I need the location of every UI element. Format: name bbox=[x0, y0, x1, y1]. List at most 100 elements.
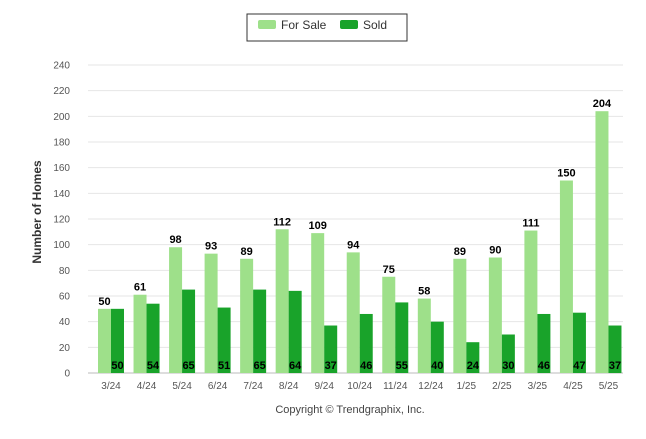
y-tick-label: 140 bbox=[53, 189, 70, 200]
bar-for-sale bbox=[169, 247, 183, 373]
y-axis-label: Number of Homes bbox=[30, 160, 44, 264]
y-axis-ticks: 0 20 40 60 80 100 120 140 160 180 200 220 240 bbox=[53, 61, 70, 380]
y-tick-label: 20 bbox=[59, 343, 71, 354]
data-label-sold: 37 bbox=[609, 360, 621, 372]
bar-for-sale bbox=[275, 229, 289, 373]
bar-for-sale bbox=[133, 294, 147, 373]
data-label-sold: 54 bbox=[147, 360, 160, 372]
x-tick-label: 12/24 bbox=[418, 381, 443, 392]
data-label-sold: 37 bbox=[325, 360, 337, 372]
data-label-sold: 65 bbox=[182, 360, 194, 372]
bar-sold bbox=[182, 289, 196, 373]
y-tick-label: 160 bbox=[53, 163, 70, 174]
bar-sold bbox=[359, 313, 373, 373]
x-tick-label: 8/24 bbox=[279, 381, 299, 392]
bar-for-sale bbox=[417, 298, 431, 373]
x-tick-label: 3/25 bbox=[528, 381, 548, 392]
data-label-sold: 46 bbox=[360, 360, 372, 372]
x-tick-label: 1/25 bbox=[457, 381, 477, 392]
bar-sold bbox=[146, 303, 160, 373]
bar-sold bbox=[430, 321, 444, 373]
y-tick-label: 220 bbox=[53, 86, 70, 97]
bar-sold bbox=[288, 290, 302, 373]
bar-for-sale bbox=[524, 230, 538, 373]
bar-sold bbox=[501, 334, 515, 373]
copyright-text: Copyright © Trendgraphix, Inc. bbox=[275, 404, 424, 416]
y-tick-label: 80 bbox=[59, 266, 71, 277]
x-tick-label: 4/24 bbox=[137, 381, 157, 392]
data-label-sold: 51 bbox=[218, 360, 230, 372]
data-label-sold: 30 bbox=[502, 360, 514, 372]
bar-sold bbox=[466, 342, 480, 373]
data-label-for-sale: 75 bbox=[383, 264, 395, 276]
bar-for-sale bbox=[346, 252, 360, 373]
x-tick-label: 3/24 bbox=[101, 381, 121, 392]
data-label-sold: 24 bbox=[467, 360, 480, 372]
bar-for-sale bbox=[595, 111, 609, 373]
x-tick-label: 9/24 bbox=[314, 381, 334, 392]
bar-for-sale bbox=[204, 253, 218, 373]
data-label-for-sale: 98 bbox=[169, 234, 181, 246]
data-label-for-sale: 61 bbox=[134, 282, 146, 294]
x-tick-label: 5/25 bbox=[599, 381, 619, 392]
bar-for-sale bbox=[453, 258, 467, 373]
legend-label-sold: Sold bbox=[363, 18, 387, 32]
bar-for-sale bbox=[240, 258, 254, 373]
bar-sold bbox=[253, 289, 267, 373]
legend-swatch-for-sale bbox=[258, 20, 276, 29]
x-tick-label: 4/25 bbox=[563, 381, 583, 392]
bar-for-sale bbox=[311, 233, 325, 373]
data-label-sold: 64 bbox=[289, 360, 302, 372]
data-label-for-sale: 50 bbox=[98, 296, 110, 308]
legend: For Sale Sold bbox=[246, 13, 408, 42]
legend-label-for-sale: For Sale bbox=[281, 18, 327, 32]
data-label-for-sale: 111 bbox=[522, 218, 539, 230]
data-label-sold: 65 bbox=[254, 360, 266, 372]
x-tick-label: 7/24 bbox=[243, 381, 263, 392]
bar-sold bbox=[217, 307, 231, 373]
data-label-sold: 47 bbox=[573, 360, 585, 372]
y-tick-label: 0 bbox=[64, 369, 70, 380]
data-label-for-sale: 94 bbox=[347, 239, 360, 251]
data-label-sold: 55 bbox=[396, 360, 408, 372]
bar-sold bbox=[572, 312, 586, 373]
bar-for-sale bbox=[382, 276, 396, 373]
y-tick-label: 40 bbox=[59, 317, 71, 328]
data-label-for-sale: 58 bbox=[418, 286, 430, 298]
bar-sold bbox=[111, 308, 124, 373]
bar-sold bbox=[324, 325, 338, 373]
bar-sold bbox=[537, 313, 551, 373]
y-tick-label: 200 bbox=[53, 112, 70, 123]
x-tick-label: 11/24 bbox=[383, 381, 408, 392]
y-tick-label: 120 bbox=[53, 215, 70, 226]
x-tick-label: 10/24 bbox=[347, 381, 372, 392]
data-label-sold: 40 bbox=[431, 360, 443, 372]
bar-sold bbox=[395, 302, 409, 373]
bar-for-sale bbox=[488, 257, 502, 373]
data-label-for-sale: 204 bbox=[593, 98, 612, 110]
legend-swatch-sold bbox=[340, 20, 358, 29]
bar-for-sale bbox=[98, 308, 111, 373]
x-axis-ticks: 3/24 4/24 5/24 6/24 7/24 8/24 9/24 10/24 11/24 12… bbox=[101, 381, 618, 392]
bar-for-sale bbox=[559, 180, 573, 373]
x-tick-label: 5/24 bbox=[172, 381, 192, 392]
x-tick-label: 2/25 bbox=[492, 381, 512, 392]
bar-sold bbox=[608, 325, 622, 373]
data-label-for-sale: 112 bbox=[273, 216, 291, 228]
y-tick-label: 180 bbox=[53, 138, 70, 149]
data-label-for-sale: 90 bbox=[489, 245, 501, 257]
data-label-for-sale: 93 bbox=[205, 241, 217, 253]
y-tick-label: 100 bbox=[53, 240, 70, 251]
x-tick-label: 6/24 bbox=[208, 381, 228, 392]
data-label-for-sale: 109 bbox=[309, 220, 327, 232]
data-label-for-sale: 89 bbox=[241, 246, 253, 258]
bars: 50 50 61 54 98 65 93 51 89 65 112 64 109 37 94 46 75 55 58… bbox=[98, 98, 622, 373]
data-label-sold: 46 bbox=[538, 360, 550, 372]
data-label-sold: 50 bbox=[111, 360, 123, 372]
y-tick-label: 60 bbox=[59, 292, 71, 303]
data-label-for-sale: 150 bbox=[557, 168, 575, 180]
y-tick-label: 240 bbox=[53, 61, 70, 72]
data-label-for-sale: 89 bbox=[454, 246, 466, 258]
